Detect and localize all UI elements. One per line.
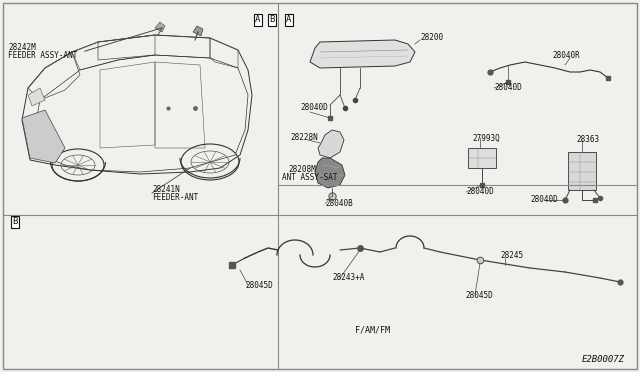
Text: 28243+A: 28243+A bbox=[332, 273, 364, 282]
Polygon shape bbox=[22, 110, 65, 163]
Text: A: A bbox=[286, 16, 292, 25]
Text: 28040D: 28040D bbox=[530, 196, 557, 205]
Text: 28045D: 28045D bbox=[245, 280, 273, 289]
Polygon shape bbox=[28, 88, 45, 106]
Text: 28040D: 28040D bbox=[466, 187, 493, 196]
Text: B: B bbox=[269, 16, 275, 25]
Text: 28228N: 28228N bbox=[290, 134, 317, 142]
Text: 28363: 28363 bbox=[576, 135, 599, 144]
Text: FEEDER-ANT: FEEDER-ANT bbox=[152, 193, 198, 202]
Text: 28040R: 28040R bbox=[552, 51, 580, 60]
Text: 28040D: 28040D bbox=[494, 83, 522, 93]
Text: 28200: 28200 bbox=[420, 33, 443, 42]
Text: 28040D: 28040D bbox=[300, 103, 328, 112]
Text: 28242M: 28242M bbox=[8, 44, 36, 52]
FancyBboxPatch shape bbox=[468, 148, 496, 168]
Polygon shape bbox=[318, 130, 344, 158]
Text: A: A bbox=[255, 16, 260, 25]
Polygon shape bbox=[193, 26, 203, 36]
Text: ANT ASSY-SAT: ANT ASSY-SAT bbox=[282, 173, 337, 183]
Text: 28241N: 28241N bbox=[152, 186, 180, 195]
Text: F/AM/FM: F/AM/FM bbox=[355, 326, 390, 334]
Text: 28045D: 28045D bbox=[465, 291, 493, 299]
Text: 28040B: 28040B bbox=[325, 199, 353, 208]
Text: 28245: 28245 bbox=[500, 250, 523, 260]
Text: E2B0007Z: E2B0007Z bbox=[582, 356, 625, 365]
Text: B: B bbox=[12, 218, 18, 227]
FancyBboxPatch shape bbox=[568, 152, 596, 190]
Text: 27993Q: 27993Q bbox=[472, 134, 500, 142]
Text: 28208M: 28208M bbox=[288, 166, 316, 174]
Text: FEEDER ASSY-ANT: FEEDER ASSY-ANT bbox=[8, 51, 77, 61]
Polygon shape bbox=[155, 22, 165, 32]
Polygon shape bbox=[315, 158, 345, 188]
Polygon shape bbox=[310, 40, 415, 68]
